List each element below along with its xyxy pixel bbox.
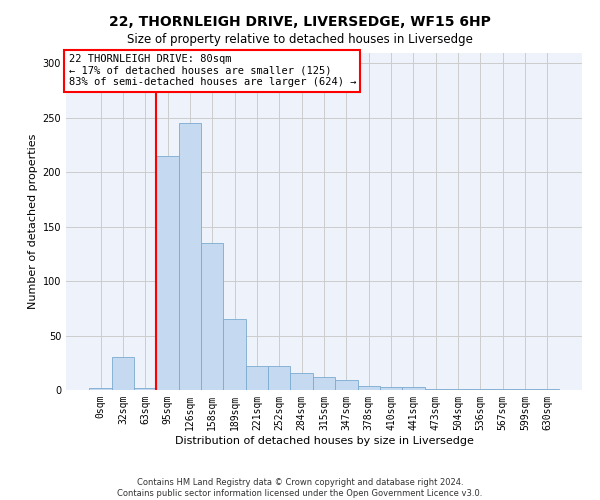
Bar — [246, 366, 268, 390]
Bar — [268, 366, 290, 390]
Bar — [536, 389, 559, 390]
Y-axis label: Number of detached properties: Number of detached properties — [28, 134, 38, 309]
Bar — [223, 319, 246, 390]
Text: 22, THORNLEIGH DRIVE, LIVERSEDGE, WF15 6HP: 22, THORNLEIGH DRIVE, LIVERSEDGE, WF15 6… — [109, 15, 491, 29]
Bar — [112, 358, 134, 390]
Bar — [447, 389, 469, 390]
Bar — [425, 389, 447, 390]
X-axis label: Distribution of detached houses by size in Liversedge: Distribution of detached houses by size … — [175, 436, 473, 446]
Text: 22 THORNLEIGH DRIVE: 80sqm
← 17% of detached houses are smaller (125)
83% of sem: 22 THORNLEIGH DRIVE: 80sqm ← 17% of deta… — [68, 54, 356, 88]
Bar — [134, 388, 157, 390]
Bar — [89, 388, 112, 390]
Bar — [402, 386, 425, 390]
Bar — [380, 386, 402, 390]
Bar — [514, 389, 536, 390]
Bar — [313, 377, 335, 390]
Bar — [335, 380, 358, 390]
Bar — [290, 372, 313, 390]
Bar — [157, 156, 179, 390]
Bar — [201, 243, 223, 390]
Text: Contains HM Land Registry data © Crown copyright and database right 2024.
Contai: Contains HM Land Registry data © Crown c… — [118, 478, 482, 498]
Bar — [491, 389, 514, 390]
Bar — [469, 389, 491, 390]
Bar — [358, 386, 380, 390]
Bar — [179, 124, 201, 390]
Text: Size of property relative to detached houses in Liversedge: Size of property relative to detached ho… — [127, 32, 473, 46]
